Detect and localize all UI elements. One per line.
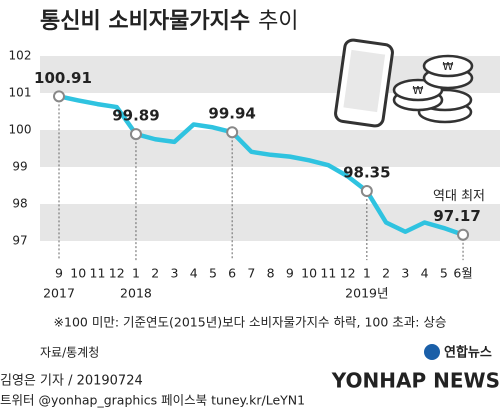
x-tick-label: 8	[267, 266, 275, 281]
svg-text:₩: ₩	[413, 84, 424, 97]
x-tick-label: 3	[401, 266, 409, 281]
logo-mark	[424, 344, 440, 360]
logo: 연합뉴스	[444, 345, 492, 361]
marker	[457, 228, 470, 241]
x-tick-label: 11	[320, 266, 336, 281]
y-tick-label: 100	[9, 123, 32, 137]
x-tick-label: 9	[55, 266, 63, 281]
x-year-label: 2017	[43, 286, 75, 301]
x-tick-label: 2	[151, 266, 159, 281]
x-year-label: 2019년	[345, 286, 388, 301]
x-tick-label: 5	[209, 266, 217, 281]
watermark: YONHAP NEWS	[331, 369, 500, 393]
x-tick-label: 2	[382, 266, 390, 281]
x-year-label: 2018	[120, 286, 152, 301]
x-tick-label: 3	[170, 266, 178, 281]
x-tick-label: 1	[132, 266, 140, 281]
x-tick-label: 7	[247, 266, 255, 281]
x-tick-label: 4	[421, 266, 429, 281]
x-tick-label: 4	[190, 266, 198, 281]
data-label: 97.17	[433, 207, 480, 225]
footnote: ※100 미만: 기준연도(2015년)보다 소비자물가지수 하락, 100 초…	[54, 315, 447, 330]
x-tick-label: 6월	[453, 266, 472, 281]
x-tick-label: 5	[440, 266, 448, 281]
chart-title-suffix: 추이	[258, 9, 298, 34]
y-tick-label: 97	[12, 234, 27, 248]
x-tick-label: 10	[301, 266, 317, 281]
source: 자료/통계청	[40, 346, 99, 360]
annotation: 역대 최저	[433, 189, 485, 204]
svg-text:₩: ₩	[443, 60, 454, 73]
x-tick-label: 6	[228, 266, 236, 281]
phone-icon	[334, 38, 394, 128]
x-tick-label: 1	[363, 266, 371, 281]
data-label: 99.89	[112, 107, 159, 125]
x-tick-label: 10	[70, 266, 86, 281]
marker	[360, 185, 373, 198]
marker	[53, 90, 65, 103]
grid-band	[40, 130, 500, 167]
chart-title: 통신비 소비자물가지수	[40, 9, 250, 34]
x-tick-label: 9	[286, 266, 294, 281]
y-tick-label: 102	[9, 49, 32, 63]
x-tick-label: 11	[90, 266, 106, 281]
line	[58, 94, 464, 237]
data-label: 100.91	[34, 69, 92, 87]
marker	[226, 126, 239, 139]
data-label: 99.94	[208, 105, 255, 123]
social: 트위터 @yonhap_graphics 페이스북 tuney.kr/LeYN1	[0, 393, 305, 408]
data-label: 98.35	[343, 164, 390, 182]
coin-icon: ₩ ₩	[392, 54, 474, 124]
reporter: 김영은 기자 / 20190724	[0, 374, 143, 389]
x-tick-label: 12	[109, 266, 125, 281]
y-tick-label: 99	[12, 160, 27, 174]
marker	[129, 128, 142, 141]
x-tick-label: 12	[340, 266, 356, 281]
y-tick-label: 98	[12, 197, 27, 211]
y-tick-label: 101	[9, 86, 32, 100]
